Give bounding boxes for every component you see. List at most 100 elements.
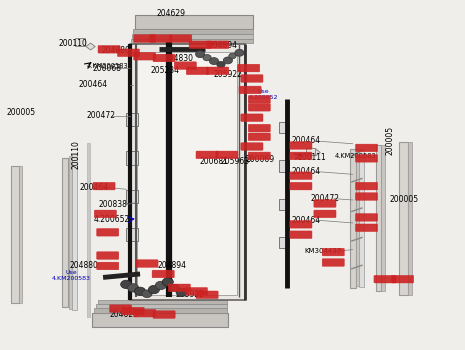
FancyBboxPatch shape <box>206 41 229 49</box>
FancyBboxPatch shape <box>290 220 312 228</box>
FancyBboxPatch shape <box>97 252 119 259</box>
Text: 200472: 200472 <box>86 111 115 120</box>
FancyBboxPatch shape <box>290 172 312 180</box>
FancyBboxPatch shape <box>117 49 140 57</box>
FancyBboxPatch shape <box>241 143 263 150</box>
Text: 200005: 200005 <box>385 126 394 155</box>
FancyBboxPatch shape <box>69 156 72 309</box>
FancyBboxPatch shape <box>96 304 227 308</box>
Text: 205922: 205922 <box>176 290 205 299</box>
FancyBboxPatch shape <box>72 154 77 310</box>
Circle shape <box>195 51 205 58</box>
FancyBboxPatch shape <box>98 46 120 53</box>
Text: 200069: 200069 <box>246 155 275 164</box>
FancyBboxPatch shape <box>314 210 336 218</box>
FancyBboxPatch shape <box>355 144 378 152</box>
FancyBboxPatch shape <box>392 275 414 283</box>
Text: 200464: 200464 <box>292 216 321 225</box>
Text: 4.KM200583: 4.KM200583 <box>334 153 376 159</box>
FancyBboxPatch shape <box>322 259 345 266</box>
Text: 200068: 200068 <box>92 64 121 72</box>
FancyBboxPatch shape <box>238 64 260 72</box>
FancyBboxPatch shape <box>356 149 359 286</box>
FancyBboxPatch shape <box>355 154 378 162</box>
FancyBboxPatch shape <box>133 309 156 317</box>
FancyBboxPatch shape <box>152 270 174 278</box>
Circle shape <box>155 281 166 289</box>
Text: 204629: 204629 <box>157 9 186 18</box>
FancyBboxPatch shape <box>189 41 211 49</box>
FancyBboxPatch shape <box>110 305 132 313</box>
Circle shape <box>209 58 219 65</box>
FancyBboxPatch shape <box>98 300 227 304</box>
Circle shape <box>148 285 159 294</box>
Polygon shape <box>86 43 95 50</box>
Text: 204880: 204880 <box>101 46 131 55</box>
FancyBboxPatch shape <box>374 275 396 283</box>
FancyBboxPatch shape <box>131 39 253 43</box>
Text: 204830: 204830 <box>165 54 193 63</box>
Text: 205922: 205922 <box>213 70 242 79</box>
FancyBboxPatch shape <box>126 152 138 164</box>
FancyBboxPatch shape <box>381 146 385 291</box>
Circle shape <box>217 62 225 68</box>
Circle shape <box>203 55 211 61</box>
FancyBboxPatch shape <box>248 104 271 111</box>
Circle shape <box>134 287 146 295</box>
Text: 200464: 200464 <box>292 167 321 176</box>
FancyBboxPatch shape <box>206 67 229 75</box>
FancyBboxPatch shape <box>122 307 144 315</box>
Text: 4.KM200583: 4.KM200583 <box>87 63 128 69</box>
FancyBboxPatch shape <box>314 199 336 207</box>
Circle shape <box>127 284 139 292</box>
Text: 4.200652: 4.200652 <box>93 215 130 224</box>
FancyBboxPatch shape <box>248 133 271 141</box>
FancyBboxPatch shape <box>355 224 378 232</box>
FancyBboxPatch shape <box>241 75 263 82</box>
FancyBboxPatch shape <box>241 114 263 121</box>
FancyBboxPatch shape <box>186 287 207 295</box>
FancyBboxPatch shape <box>248 152 271 160</box>
Polygon shape <box>311 149 320 156</box>
FancyBboxPatch shape <box>279 198 289 210</box>
FancyBboxPatch shape <box>399 142 408 295</box>
Text: 200005: 200005 <box>7 108 36 117</box>
FancyBboxPatch shape <box>355 193 378 200</box>
Text: 204880: 204880 <box>69 261 98 270</box>
FancyBboxPatch shape <box>248 124 271 132</box>
FancyBboxPatch shape <box>92 313 228 327</box>
Text: 200464: 200464 <box>292 136 321 146</box>
Text: 200110: 200110 <box>59 38 87 48</box>
FancyBboxPatch shape <box>239 86 261 94</box>
Text: 205234: 205234 <box>151 66 180 75</box>
FancyBboxPatch shape <box>153 54 175 62</box>
FancyBboxPatch shape <box>94 308 227 313</box>
Text: 200111: 200111 <box>298 153 326 162</box>
FancyBboxPatch shape <box>126 228 138 241</box>
FancyBboxPatch shape <box>359 149 364 287</box>
FancyBboxPatch shape <box>87 143 90 317</box>
FancyBboxPatch shape <box>279 237 289 248</box>
FancyBboxPatch shape <box>306 148 315 155</box>
FancyBboxPatch shape <box>170 35 192 42</box>
Text: 200110: 200110 <box>72 140 81 169</box>
FancyBboxPatch shape <box>75 38 85 46</box>
FancyBboxPatch shape <box>133 29 253 34</box>
FancyBboxPatch shape <box>290 142 312 149</box>
Text: 200838: 200838 <box>99 200 128 209</box>
FancyBboxPatch shape <box>186 67 208 75</box>
Text: 204894: 204894 <box>158 261 187 270</box>
FancyBboxPatch shape <box>62 158 68 307</box>
Circle shape <box>229 53 236 59</box>
FancyBboxPatch shape <box>132 34 253 39</box>
FancyBboxPatch shape <box>248 96 271 103</box>
Text: 200005: 200005 <box>390 195 419 204</box>
FancyBboxPatch shape <box>279 160 289 172</box>
FancyBboxPatch shape <box>11 166 19 303</box>
FancyBboxPatch shape <box>350 149 356 288</box>
Polygon shape <box>244 155 253 162</box>
FancyBboxPatch shape <box>196 151 218 159</box>
Circle shape <box>162 278 173 286</box>
Circle shape <box>120 280 132 288</box>
Circle shape <box>142 290 152 298</box>
